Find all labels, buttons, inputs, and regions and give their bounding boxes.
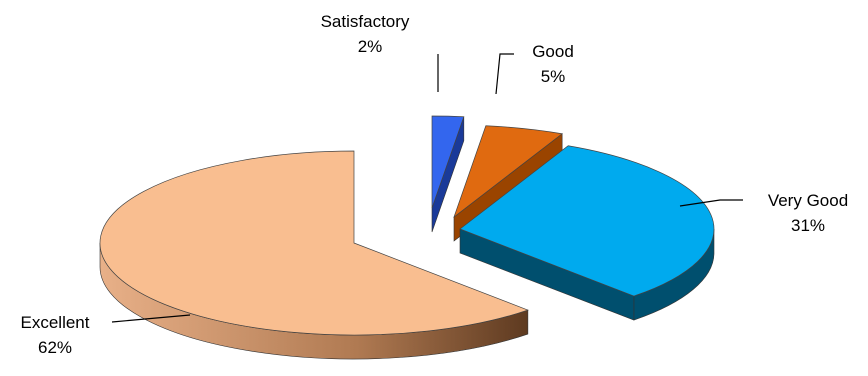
label-excellent-name: Excellent bbox=[21, 313, 90, 332]
label-very-good-name: Very Good bbox=[768, 191, 848, 210]
slice-top-satisfactory bbox=[431, 115, 465, 209]
label-satisfactory-name: Satisfactory bbox=[321, 12, 410, 31]
label-excellent-percent: 62% bbox=[38, 338, 72, 357]
leader-line-very-good bbox=[679, 199, 743, 207]
leader-lines bbox=[111, 53, 743, 323]
label-very-good-percent: 31% bbox=[791, 216, 825, 235]
slice-very-good bbox=[459, 145, 715, 321]
slice-top-excellent bbox=[99, 150, 529, 336]
label-good-name: Good bbox=[532, 42, 574, 61]
slice-top-very-good bbox=[459, 145, 715, 297]
pie-slices bbox=[99, 115, 715, 360]
data-labels: Satisfactory 2% Good 5% Very Good 31% Ex… bbox=[21, 12, 849, 357]
label-good-percent: 5% bbox=[541, 67, 566, 86]
slice-top-good bbox=[453, 125, 563, 218]
slice-excellent bbox=[99, 150, 529, 360]
slice-satisfactory bbox=[431, 115, 465, 233]
label-satisfactory-percent: 2% bbox=[358, 37, 383, 56]
leader-line-good bbox=[495, 53, 514, 95]
leader-line-excellent bbox=[111, 314, 191, 323]
